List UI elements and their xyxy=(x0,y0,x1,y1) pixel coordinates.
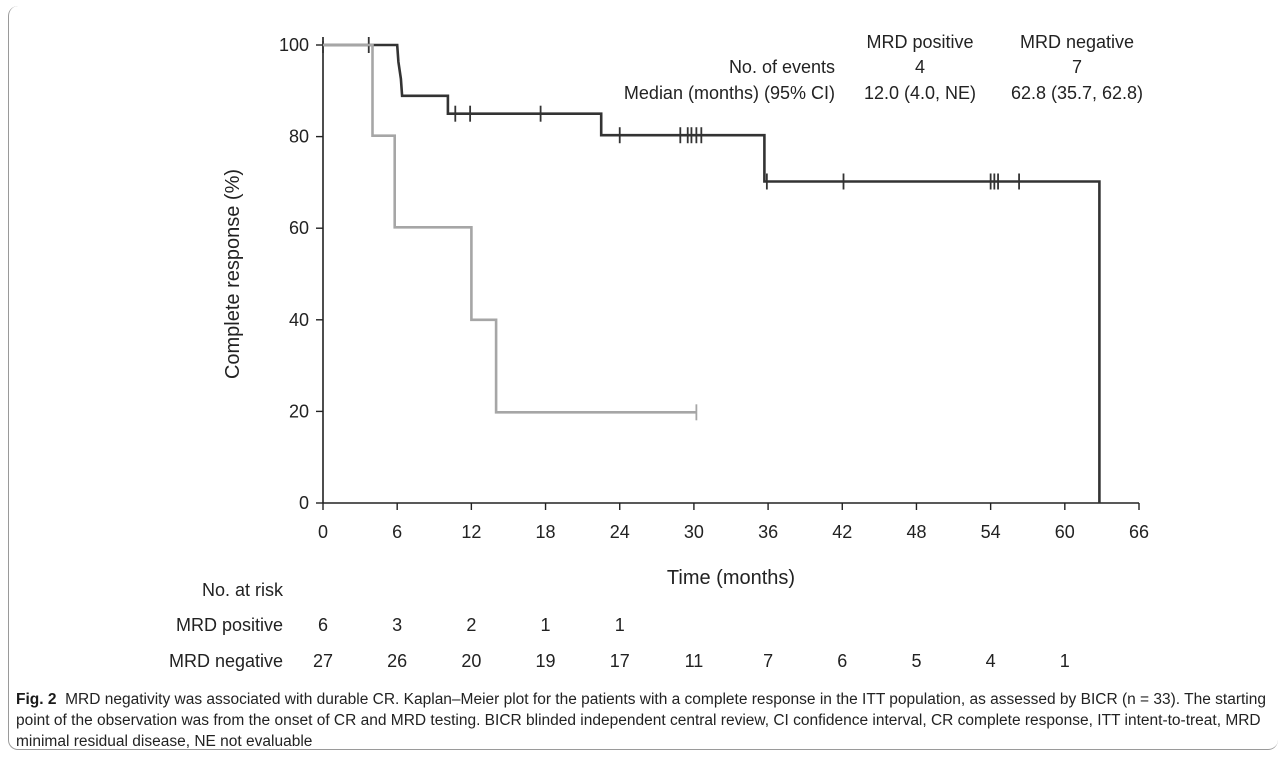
risk-value: 6 xyxy=(837,651,847,671)
x-tick-label: 42 xyxy=(832,522,852,542)
figure-caption: Fig. 2 MRD negativity was associated wit… xyxy=(16,689,1266,752)
risk-value: 20 xyxy=(461,651,481,671)
y-axis-label: Complete response (%) xyxy=(222,169,244,379)
x-tick-label: 66 xyxy=(1129,522,1149,542)
caption-label: Fig. 2 xyxy=(16,691,57,708)
x-tick-label: 6 xyxy=(392,522,402,542)
series-line-mrd-positive xyxy=(323,43,697,414)
x-tick-label: 60 xyxy=(1055,522,1075,542)
figure-frame xyxy=(8,6,1278,750)
y-tick-label: 100 xyxy=(279,35,309,55)
y-tick-label: 0 xyxy=(299,493,309,513)
legend-header-mrd-positive: MRD positive xyxy=(866,32,973,52)
risk-row-label: MRD positive xyxy=(176,615,283,635)
x-tick-label: 54 xyxy=(981,522,1001,542)
legend-row-label: Median (months) (95% CI) xyxy=(624,83,835,103)
risk-value: 5 xyxy=(911,651,921,671)
risk-value: 6 xyxy=(318,615,328,635)
legend-cell-mrd-negative: 62.8 (35.7, 62.8) xyxy=(1011,83,1143,103)
risk-value: 2 xyxy=(466,615,476,635)
x-tick-label: 0 xyxy=(318,522,328,542)
x-tick-label: 48 xyxy=(906,522,926,542)
risk-value: 7 xyxy=(763,651,773,671)
risk-value: 3 xyxy=(392,615,402,635)
risk-value: 26 xyxy=(387,651,407,671)
x-tick-label: 24 xyxy=(610,522,630,542)
risk-value: 4 xyxy=(986,651,996,671)
risk-value: 1 xyxy=(541,615,551,635)
caption-text: MRD negativity was associated with durab… xyxy=(16,691,1266,750)
risk-value: 1 xyxy=(615,615,625,635)
risk-value: 1 xyxy=(1060,651,1070,671)
x-tick-label: 30 xyxy=(684,522,704,542)
x-tick-label: 12 xyxy=(461,522,481,542)
risk-row-label: MRD negative xyxy=(169,651,283,671)
x-tick-label: 18 xyxy=(536,522,556,542)
legend-row-label: No. of events xyxy=(729,57,835,77)
legend-header-mrd-negative: MRD negative xyxy=(1020,32,1134,52)
legend-cell-mrd-positive: 4 xyxy=(915,57,925,77)
legend-cell-mrd-negative: 7 xyxy=(1072,57,1082,77)
risk-value: 11 xyxy=(685,651,704,671)
risk-value: 17 xyxy=(610,651,630,671)
y-tick-label: 20 xyxy=(289,401,309,421)
series-line-mrd-negative xyxy=(323,43,1101,503)
y-tick-label: 60 xyxy=(289,218,309,238)
x-axis-label: Time (months) xyxy=(667,567,795,589)
legend-cell-mrd-positive: 12.0 (4.0, NE) xyxy=(864,83,976,103)
risk-value: 19 xyxy=(536,651,556,671)
y-tick-label: 80 xyxy=(289,127,309,147)
risk-value: 27 xyxy=(313,651,333,671)
x-tick-label: 36 xyxy=(758,522,778,542)
y-tick-label: 40 xyxy=(289,310,309,330)
risk-table-title: No. at risk xyxy=(202,580,284,600)
